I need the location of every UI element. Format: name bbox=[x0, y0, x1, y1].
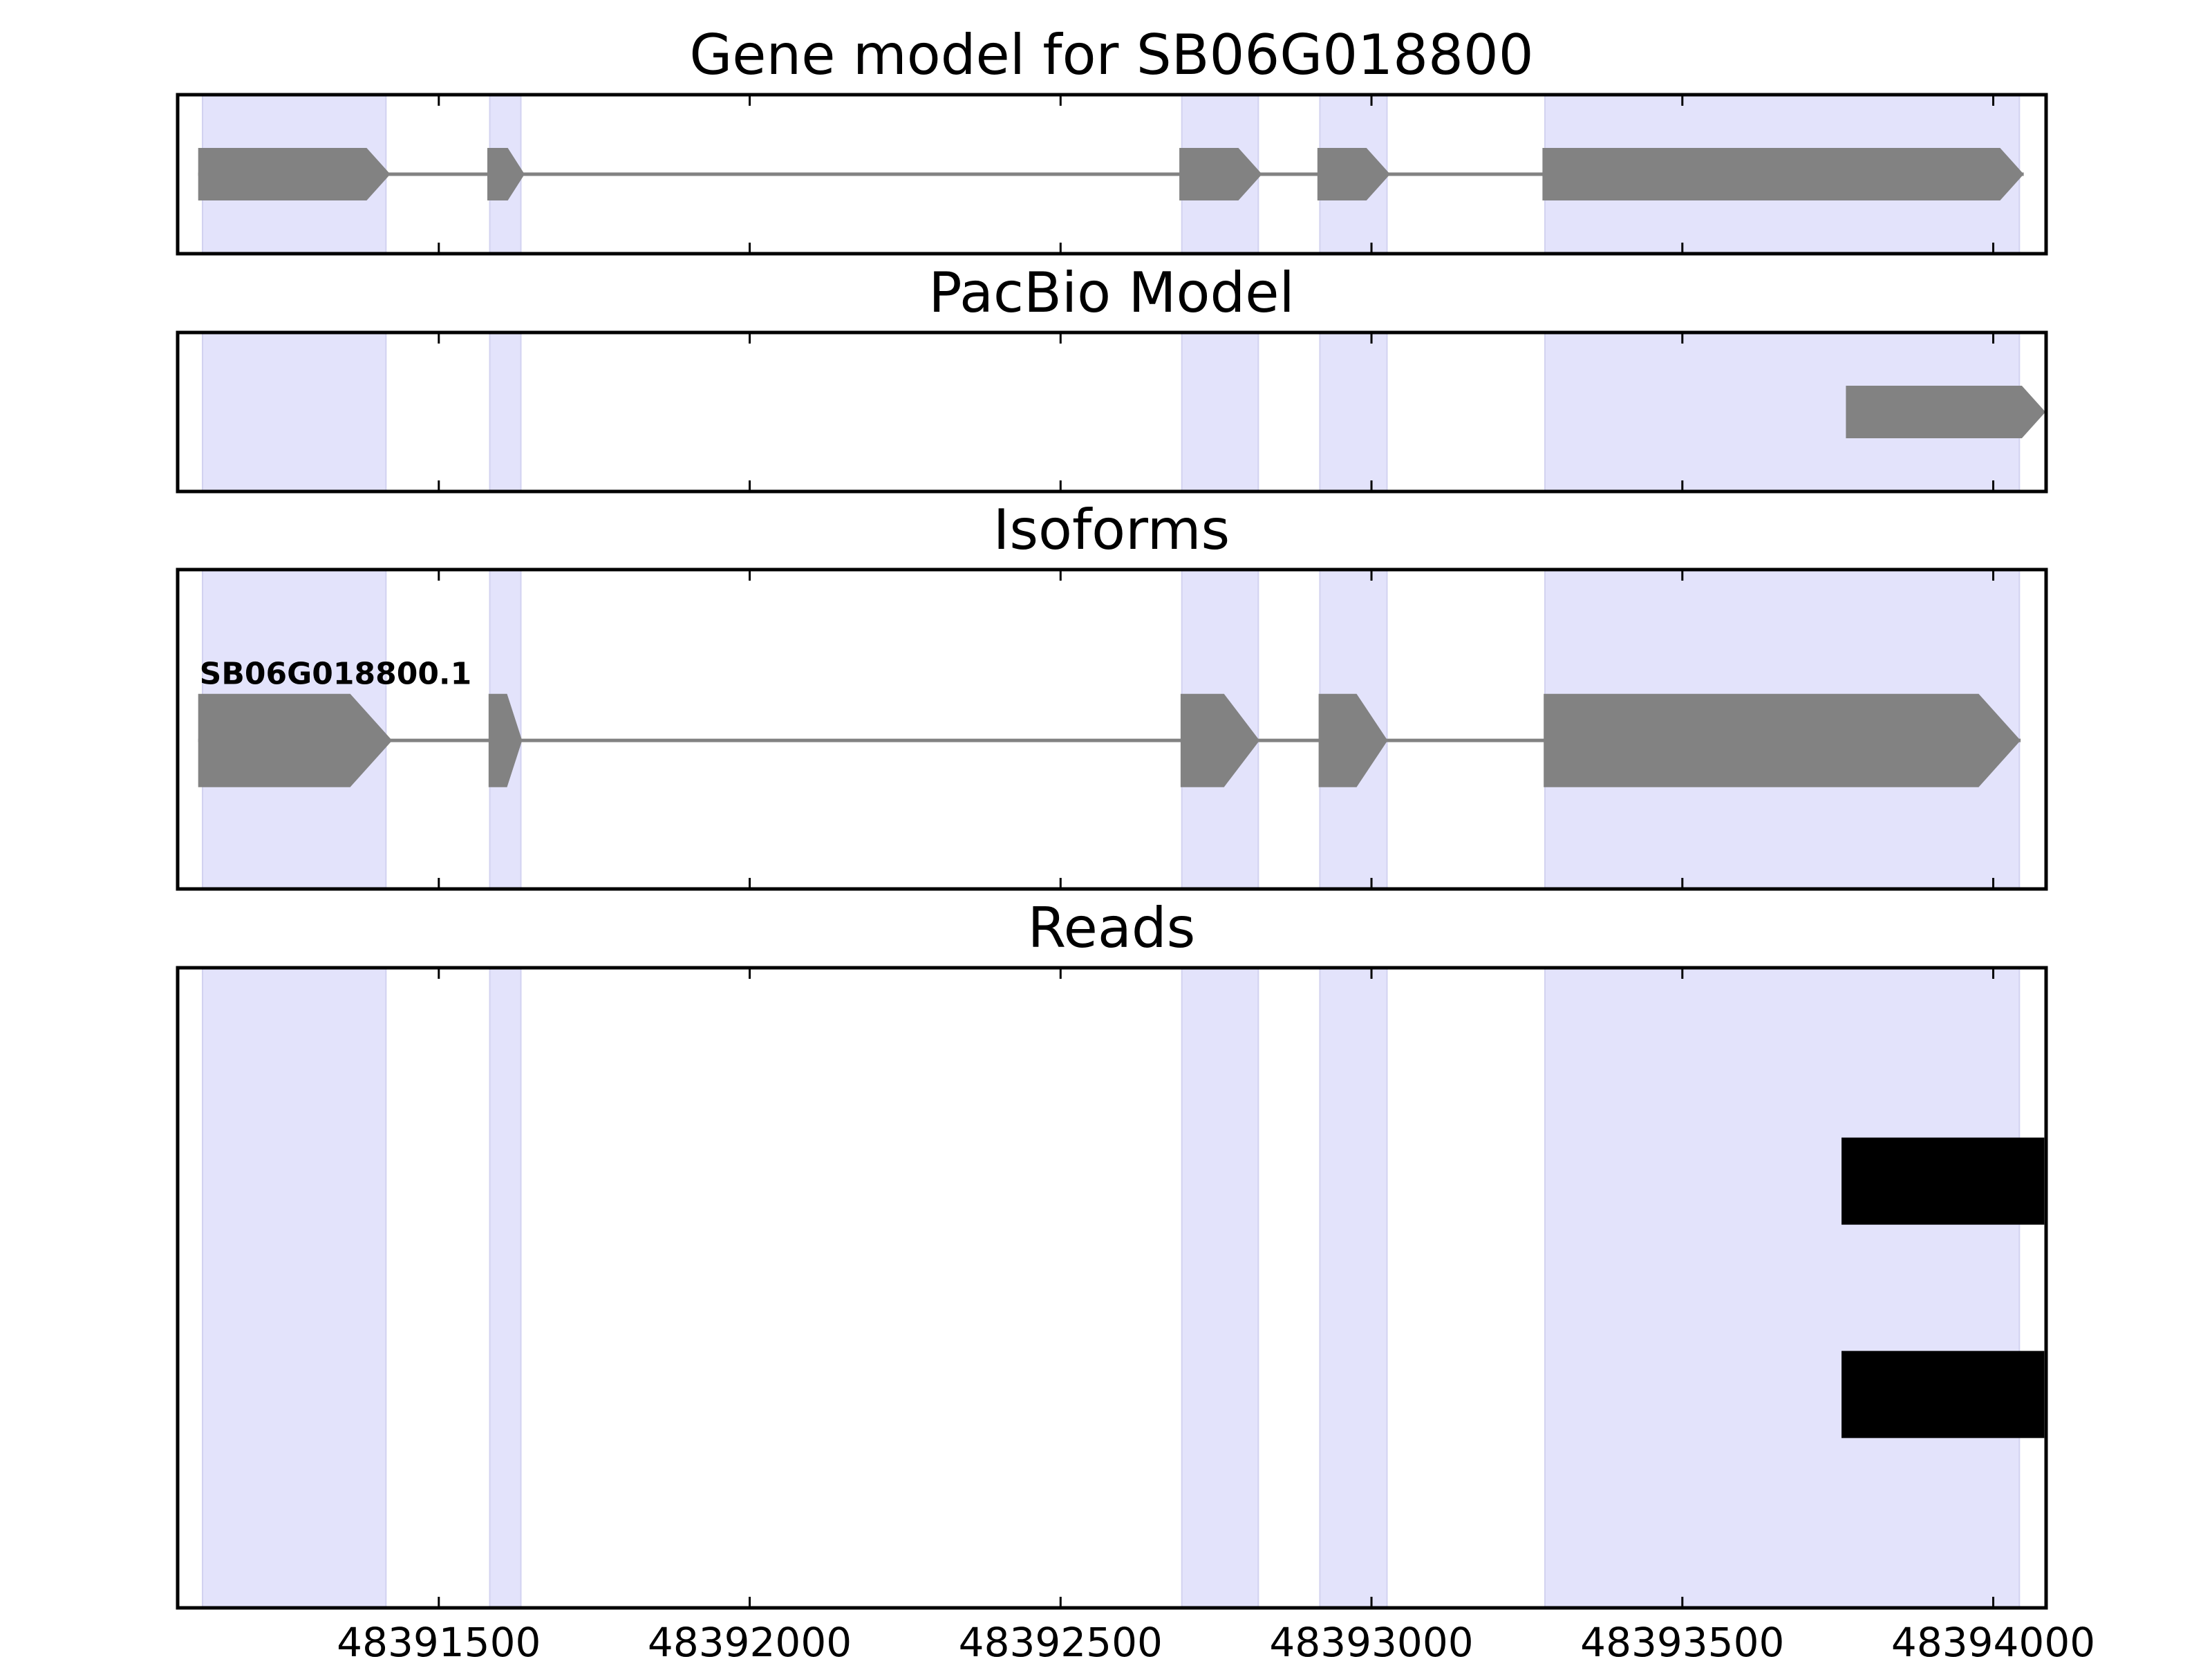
panel-title-2: PacBio Model bbox=[928, 261, 1294, 325]
panel-title-4: Reads bbox=[1028, 896, 1196, 960]
exon-block-panel1-exon5 bbox=[1542, 148, 2024, 200]
exon-shade-panel4-region2 bbox=[489, 967, 522, 1609]
panel-title-3: Isoforms bbox=[993, 498, 1230, 562]
read-block-1-1 bbox=[1841, 1137, 2045, 1225]
panel-frame-4 bbox=[176, 966, 2048, 1610]
exon-block-panel1-exon4 bbox=[1317, 148, 1390, 200]
x-tick-label: 48391500 bbox=[337, 1619, 541, 1659]
exon-shade-panel2-region3 bbox=[1181, 332, 1259, 492]
exon-shade-panel2-region2 bbox=[489, 332, 522, 492]
panel-title-1: Gene model for SB06G018800 bbox=[689, 23, 1533, 87]
exon-shade-panel4-region4 bbox=[1319, 967, 1388, 1609]
text-layer: Gene model for SB06G018800 PacBio Model SB… bbox=[200, 23, 2095, 1659]
gene-feature-panel3 bbox=[198, 693, 2021, 787]
feature-layer bbox=[198, 148, 2046, 1438]
read-block-2-1 bbox=[1841, 1351, 2045, 1438]
exon-block-panel3-exon3 bbox=[1180, 693, 1260, 787]
x-tick-label: 48393500 bbox=[1580, 1619, 1784, 1659]
exon-shade-panel4-region1 bbox=[201, 967, 387, 1609]
x-tick-label: 48394000 bbox=[1891, 1619, 2095, 1659]
exon-block-panel3-exon2 bbox=[488, 693, 523, 787]
x-tick-label: 48392500 bbox=[959, 1619, 1163, 1659]
gene-feature-panel1 bbox=[198, 148, 2024, 200]
panel-frame-1 bbox=[176, 93, 2048, 256]
exon-block-panel2-exon1 bbox=[1846, 386, 2046, 438]
exon-block-panel3-exon1 bbox=[198, 693, 393, 787]
panel-frame-2 bbox=[176, 330, 2048, 494]
panel-frame-layer bbox=[176, 93, 2048, 1610]
exon-block-panel1-exon3 bbox=[1179, 148, 1262, 200]
exon-shade-panel4-region5 bbox=[1544, 967, 2021, 1609]
exon-block-panel1-exon2 bbox=[487, 148, 525, 200]
isoform-label: SB06G018800.1 bbox=[200, 657, 472, 692]
exon-block-panel1-exon1 bbox=[198, 148, 391, 200]
x-tick-label: 48393000 bbox=[1269, 1619, 1473, 1659]
exon-shade-panel2-region1 bbox=[201, 332, 387, 492]
exon-shade-panel4-region3 bbox=[1181, 967, 1259, 1609]
exon-shade-panel2-region4 bbox=[1319, 332, 1388, 492]
panel-frame-3 bbox=[176, 568, 2048, 891]
x-tick-label: 48392000 bbox=[648, 1619, 852, 1659]
gene-feature-panel2 bbox=[1846, 386, 2046, 438]
exon-block-panel3-exon4 bbox=[1318, 693, 1388, 787]
exon-block-panel3-exon5 bbox=[1544, 693, 2021, 787]
